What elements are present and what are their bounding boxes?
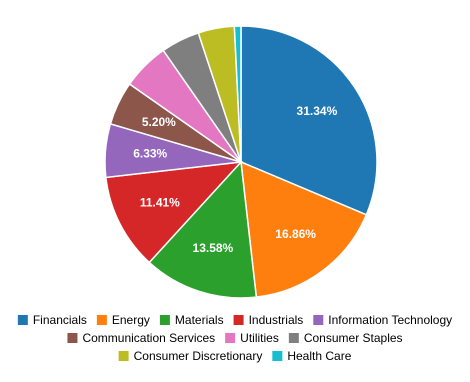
legend-label: Information Technology (328, 313, 452, 327)
legend-label: Materials (175, 313, 224, 327)
legend-label: Health Care (287, 349, 351, 363)
legend-swatch (159, 315, 170, 325)
slice-label: 11.41% (140, 196, 180, 210)
pie-slice (240, 160, 368, 298)
legend-label: Communication Services (82, 331, 215, 345)
legend-label: Consumer Discretionary (134, 349, 263, 363)
pie-slice (233, 25, 242, 163)
pie-slice (105, 161, 243, 264)
legend-swatch (17, 315, 28, 325)
legend-swatch (96, 315, 107, 325)
slice-label: 13.58% (193, 241, 234, 255)
legend-swatch (233, 315, 244, 325)
legend-row: Financials Energy Materials Industrials Info… (17, 313, 452, 327)
legend-label: Industrials (249, 313, 304, 327)
legend-swatch (67, 333, 78, 343)
legend-label: Financials (33, 313, 87, 327)
legend-swatch (272, 351, 283, 361)
legend-label: Energy (112, 313, 150, 327)
pie-slice (240, 25, 378, 216)
slice-label: 6.33% (133, 146, 167, 160)
legend-label: Utilities (240, 331, 279, 345)
slice-label: 31.34% (297, 104, 338, 118)
legend-swatch (118, 351, 129, 361)
slice-label: 5.20% (142, 115, 176, 129)
legend-row: Communication Services Utilities Consumer … (67, 331, 403, 345)
pie-slice (148, 160, 258, 299)
slice-label: 16.86% (275, 227, 316, 241)
legend-swatch (225, 333, 236, 343)
legend-swatch (313, 315, 324, 325)
legend-swatch (288, 333, 299, 343)
legend-row: Consumer Discretionary Health Care (118, 349, 352, 363)
legend-label: Consumer Staples (304, 331, 403, 345)
